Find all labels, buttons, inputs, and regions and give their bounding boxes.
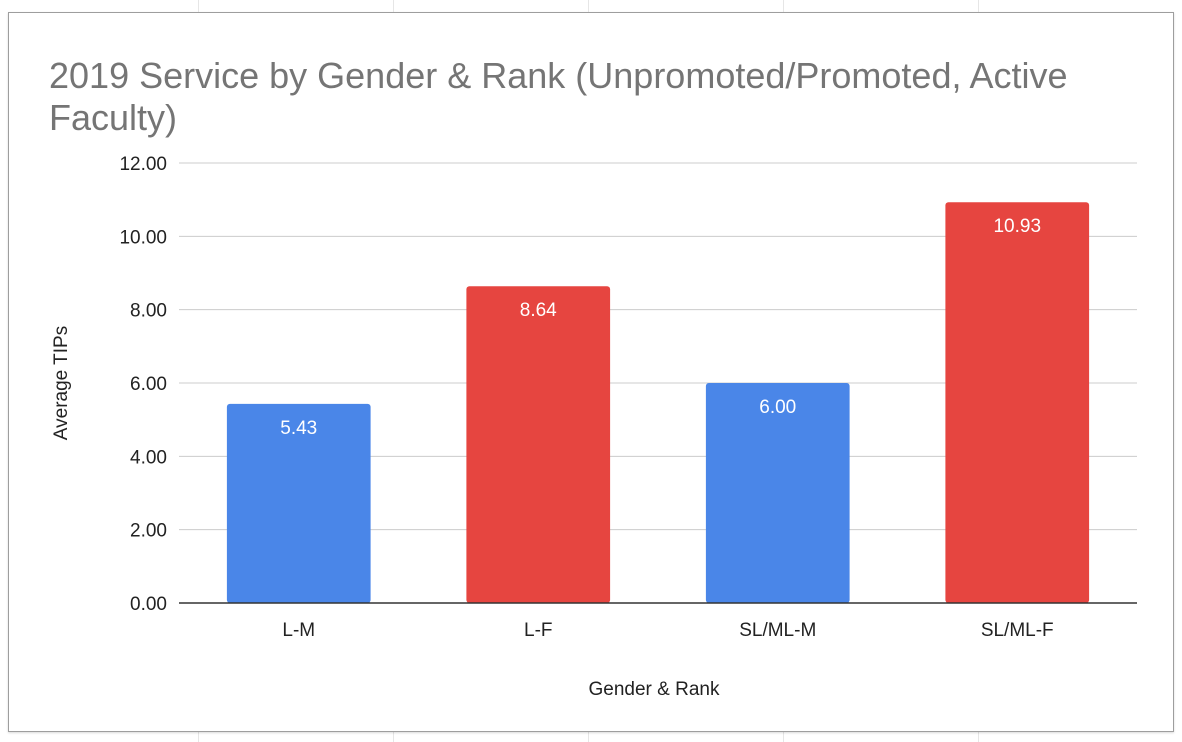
x-category-label: SL/ML-F: [981, 620, 1054, 641]
bar-sl-ml-m[interactable]: [705, 383, 850, 603]
y-tick-label: 10.00: [119, 227, 167, 248]
bar-l-f[interactable]: [466, 286, 611, 603]
y-tick-label: 2.00: [130, 521, 167, 542]
x-category-label: L-F: [524, 620, 553, 641]
y-tick-label: 6.00: [130, 374, 167, 395]
bar-l-m[interactable]: [226, 403, 371, 603]
data-label: 5.43: [280, 418, 317, 439]
bar-chart: 0.00 2.00 4.00 6.00 8.00 10.00 12.00 5.43 8.64 6…: [51, 154, 1137, 700]
y-tick-label: 12.00: [119, 154, 167, 175]
data-label: 10.93: [993, 216, 1041, 237]
x-axis-title: Gender & Rank: [589, 679, 720, 700]
y-tick-label: 4.00: [130, 447, 167, 468]
x-category-label: L-M: [282, 620, 315, 641]
y-tick-label: 8.00: [130, 301, 167, 322]
y-tick-label: 0.00: [130, 594, 167, 615]
x-category-label: SL/ML-M: [739, 620, 816, 641]
bar-sl-ml-f[interactable]: [945, 202, 1090, 603]
data-label: 6.00: [759, 397, 796, 418]
y-axis-title: Average TIPs: [51, 326, 72, 440]
data-labels: 5.43 8.64 6.00 10.93: [280, 216, 1041, 439]
chart-title: 2019 Service by Gender & Rank (Unpromote…: [49, 55, 1068, 138]
data-label: 8.64: [520, 300, 557, 321]
y-tick-labels: 0.00 2.00 4.00 6.00 8.00 10.00 12.00: [119, 154, 167, 615]
x-category-labels: L-M L-F SL/ML-M SL/ML-F: [282, 620, 1053, 641]
bars: [226, 202, 1090, 603]
chart-container[interactable]: 2019 Service by Gender & Rank (Unpromote…: [8, 12, 1174, 732]
